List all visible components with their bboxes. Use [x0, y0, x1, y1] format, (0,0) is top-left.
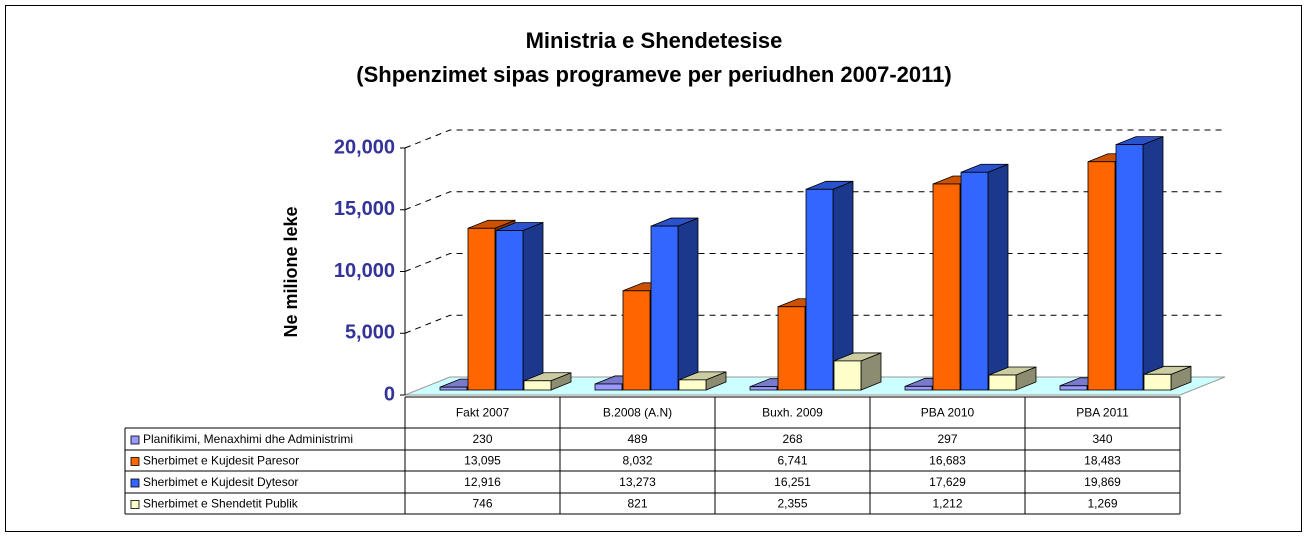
bar-front [749, 386, 778, 391]
bar-front [960, 171, 989, 391]
y-tick-label: 5,000 [345, 322, 395, 344]
grid-line [404, 129, 1225, 149]
bar [1115, 136, 1164, 391]
data-label: 17,629 [929, 475, 966, 489]
legend-label: Sherbimet e Kujdesit Paresor [143, 454, 299, 468]
bar-side [987, 163, 1009, 391]
bar-front [622, 290, 651, 391]
data-label: 230 [472, 432, 492, 446]
legend-swatch [130, 457, 140, 466]
bar-front [833, 360, 862, 391]
bar-front [932, 183, 961, 391]
data-label: 16,683 [929, 454, 966, 468]
legend-label: Sherbimet e Kujdesit Dytesor [143, 475, 298, 489]
x-tick-label: PBA 2010 [921, 406, 975, 420]
y-tick-label: 20,000 [334, 136, 395, 158]
bar-front [467, 227, 496, 391]
y-tick-label: 10,000 [334, 260, 395, 282]
legend-label: Planifikimi, Menaxhimi dhe Administrimi [143, 432, 353, 446]
data-label: 6,741 [777, 454, 807, 468]
bar-front [1059, 385, 1088, 391]
bar-front [1087, 161, 1116, 391]
data-label: 8,032 [622, 454, 652, 468]
bar [678, 371, 727, 391]
bar-side [1142, 136, 1164, 391]
data-label: 18,483 [1084, 454, 1121, 468]
x-tick-label: B.2008 (A.N) [603, 406, 672, 420]
bar [960, 163, 1009, 391]
legend-swatch [130, 500, 140, 509]
data-label: 2,355 [777, 497, 807, 511]
bar-front [904, 385, 933, 391]
data-label: 13,273 [619, 475, 656, 489]
bar-front [650, 225, 679, 391]
bar-front [1115, 144, 1144, 391]
bar-front [777, 306, 806, 391]
bar-front [439, 386, 468, 391]
y-tick-label: 15,000 [334, 198, 395, 220]
y-tick-label: 0 [384, 383, 395, 405]
data-label: 13,095 [464, 454, 501, 468]
bar-front [594, 383, 623, 391]
data-label: 16,251 [774, 475, 811, 489]
x-tick-label: PBA 2011 [1076, 406, 1129, 420]
data-label: 1,212 [932, 497, 962, 511]
bar [495, 221, 544, 391]
chart-subtitle: (Shpenzimet sipas programeve per periudh… [356, 62, 951, 87]
y-axis-label: Ne milione leke [281, 206, 301, 337]
x-tick-label: Fakt 2007 [456, 406, 510, 420]
data-label: 489 [627, 432, 647, 446]
bar-side [677, 217, 699, 391]
data-label: 19,869 [1084, 475, 1121, 489]
bar [1143, 365, 1192, 391]
data-label: 1,269 [1087, 497, 1117, 511]
x-tick-label: Buxh. 2009 [762, 406, 823, 420]
bar [805, 180, 854, 391]
bar [833, 352, 882, 391]
data-label: 297 [937, 432, 957, 446]
data-label: 821 [627, 497, 647, 511]
bar [988, 366, 1037, 391]
chart-title: Ministria e Shendetesise [526, 28, 783, 53]
bar [523, 372, 572, 391]
legend-swatch [130, 435, 140, 445]
data-label: 340 [1092, 432, 1112, 446]
legend-label: Sherbimet e Shendetit Publik [143, 497, 299, 511]
bar-side [522, 221, 544, 391]
bar-front [678, 379, 707, 391]
bar-front [805, 188, 834, 391]
bar-front [523, 380, 552, 391]
data-label: 12,916 [464, 475, 501, 489]
bar-front [1143, 373, 1172, 391]
data-label: 268 [782, 432, 802, 446]
bar-front [988, 374, 1017, 391]
bar-front [495, 230, 524, 391]
legend-swatch [130, 478, 140, 488]
data-label: 746 [472, 497, 492, 511]
bar [650, 217, 699, 391]
